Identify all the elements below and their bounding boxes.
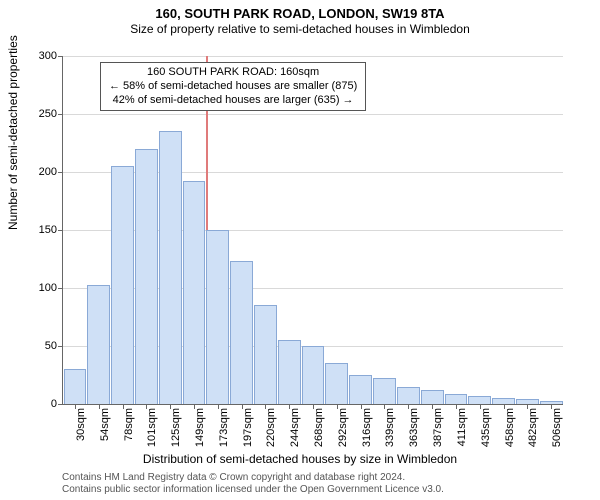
x-axis-label: Distribution of semi-detached houses by …	[0, 452, 600, 466]
x-tick: 458sqm	[492, 404, 516, 454]
histogram-bar	[230, 261, 253, 404]
x-tick: 292sqm	[325, 404, 349, 454]
histogram-bar	[254, 305, 277, 404]
histogram-bar	[111, 166, 134, 404]
x-tick: 339sqm	[373, 404, 397, 454]
histogram-bar	[445, 394, 468, 404]
histogram-bar	[302, 346, 325, 404]
footer-line2: Contains public sector information licen…	[62, 484, 444, 496]
x-tick-label: 292sqm	[337, 408, 349, 447]
histogram-bar	[87, 285, 110, 404]
x-tick-label: 220sqm	[265, 408, 277, 447]
x-tick: 54sqm	[87, 404, 111, 454]
histogram-bar	[206, 230, 229, 404]
footer-line1: Contains HM Land Registry data © Crown c…	[62, 472, 444, 484]
histogram-bar	[421, 390, 444, 404]
x-axis-ticks: 30sqm 54sqm 78sqm 101sqm 125sqm 149sqm 173sqm 1…	[63, 404, 563, 454]
histogram-bar	[325, 363, 348, 404]
x-tick-label: 268sqm	[313, 408, 325, 447]
x-tick-label: 458sqm	[504, 408, 516, 447]
histogram-bar	[278, 340, 301, 404]
x-tick: 506sqm	[539, 404, 563, 454]
x-tick-label: 30sqm	[75, 408, 87, 441]
x-tick-label: 173sqm	[218, 408, 230, 447]
chart-title: 160, SOUTH PARK ROAD, LONDON, SW19 8TA	[0, 0, 600, 22]
x-tick-label: 125sqm	[170, 408, 182, 447]
x-tick: 411sqm	[444, 404, 468, 454]
annotation-line1: 160 SOUTH PARK ROAD: 160sqm	[109, 66, 357, 80]
histogram-bar	[64, 369, 87, 404]
x-tick-label: 506sqm	[551, 408, 563, 447]
x-tick-label: 149sqm	[194, 408, 206, 447]
x-tick-label: 197sqm	[242, 408, 254, 447]
histogram-bar	[397, 387, 420, 404]
x-tick: 268sqm	[301, 404, 325, 454]
footer-attribution: Contains HM Land Registry data © Crown c…	[62, 472, 444, 496]
histogram-bar	[135, 149, 158, 404]
x-tick: 125sqm	[158, 404, 182, 454]
x-tick-label: 482sqm	[527, 408, 539, 447]
x-tick: 78sqm	[111, 404, 135, 454]
x-tick: 101sqm	[134, 404, 158, 454]
histogram-bar	[349, 375, 372, 404]
x-tick-label: 54sqm	[99, 408, 111, 441]
x-tick-label: 435sqm	[480, 408, 492, 447]
x-tick: 197sqm	[230, 404, 254, 454]
x-tick: 173sqm	[206, 404, 230, 454]
x-tick: 220sqm	[254, 404, 278, 454]
y-axis-label: Number of semi-detached properties	[6, 35, 20, 230]
histogram-bar	[468, 396, 491, 404]
x-tick-label: 387sqm	[432, 408, 444, 447]
x-tick: 149sqm	[182, 404, 206, 454]
x-tick: 482sqm	[515, 404, 539, 454]
x-tick: 244sqm	[277, 404, 301, 454]
x-tick: 316sqm	[349, 404, 373, 454]
histogram-bar	[183, 181, 206, 404]
x-tick-label: 244sqm	[289, 408, 301, 447]
x-tick: 30sqm	[63, 404, 87, 454]
x-tick-label: 316sqm	[361, 408, 373, 447]
chart-subtitle: Size of property relative to semi-detach…	[0, 22, 600, 37]
histogram-bar	[159, 131, 182, 404]
annotation-line3: 42% of semi-detached houses are larger (…	[109, 94, 357, 108]
annotation-box: 160 SOUTH PARK ROAD: 160sqm ← 58% of sem…	[100, 62, 366, 111]
x-tick-label: 101sqm	[146, 408, 158, 447]
x-tick-label: 78sqm	[123, 408, 135, 441]
x-tick-label: 339sqm	[384, 408, 396, 447]
x-tick-label: 363sqm	[408, 408, 420, 447]
annotation-line2: ← 58% of semi-detached houses are smalle…	[109, 80, 357, 94]
x-tick-label: 411sqm	[456, 408, 468, 446]
x-tick: 363sqm	[396, 404, 420, 454]
x-tick: 435sqm	[468, 404, 492, 454]
x-tick: 387sqm	[420, 404, 444, 454]
histogram-bar	[373, 378, 396, 404]
